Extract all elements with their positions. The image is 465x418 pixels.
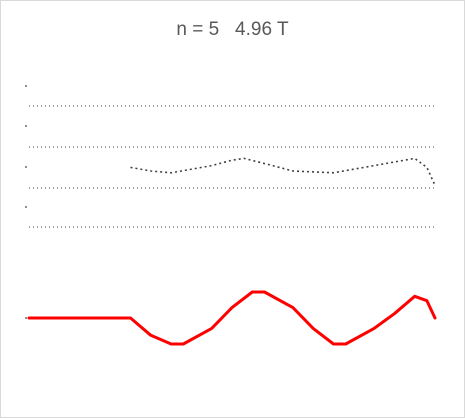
- axis-tick: [25, 166, 27, 168]
- axis-tick: [25, 206, 27, 208]
- axis-tick: [25, 317, 27, 319]
- upper-dashed-series: [130, 157, 436, 186]
- axis-tick: [25, 85, 27, 87]
- axis-tick: [25, 125, 27, 127]
- chart-title: n = 5 4.96 T: [176, 19, 289, 40]
- gridlines: [25, 85, 437, 319]
- series-layer: [27, 157, 437, 346]
- main-series-line: [27, 290, 437, 346]
